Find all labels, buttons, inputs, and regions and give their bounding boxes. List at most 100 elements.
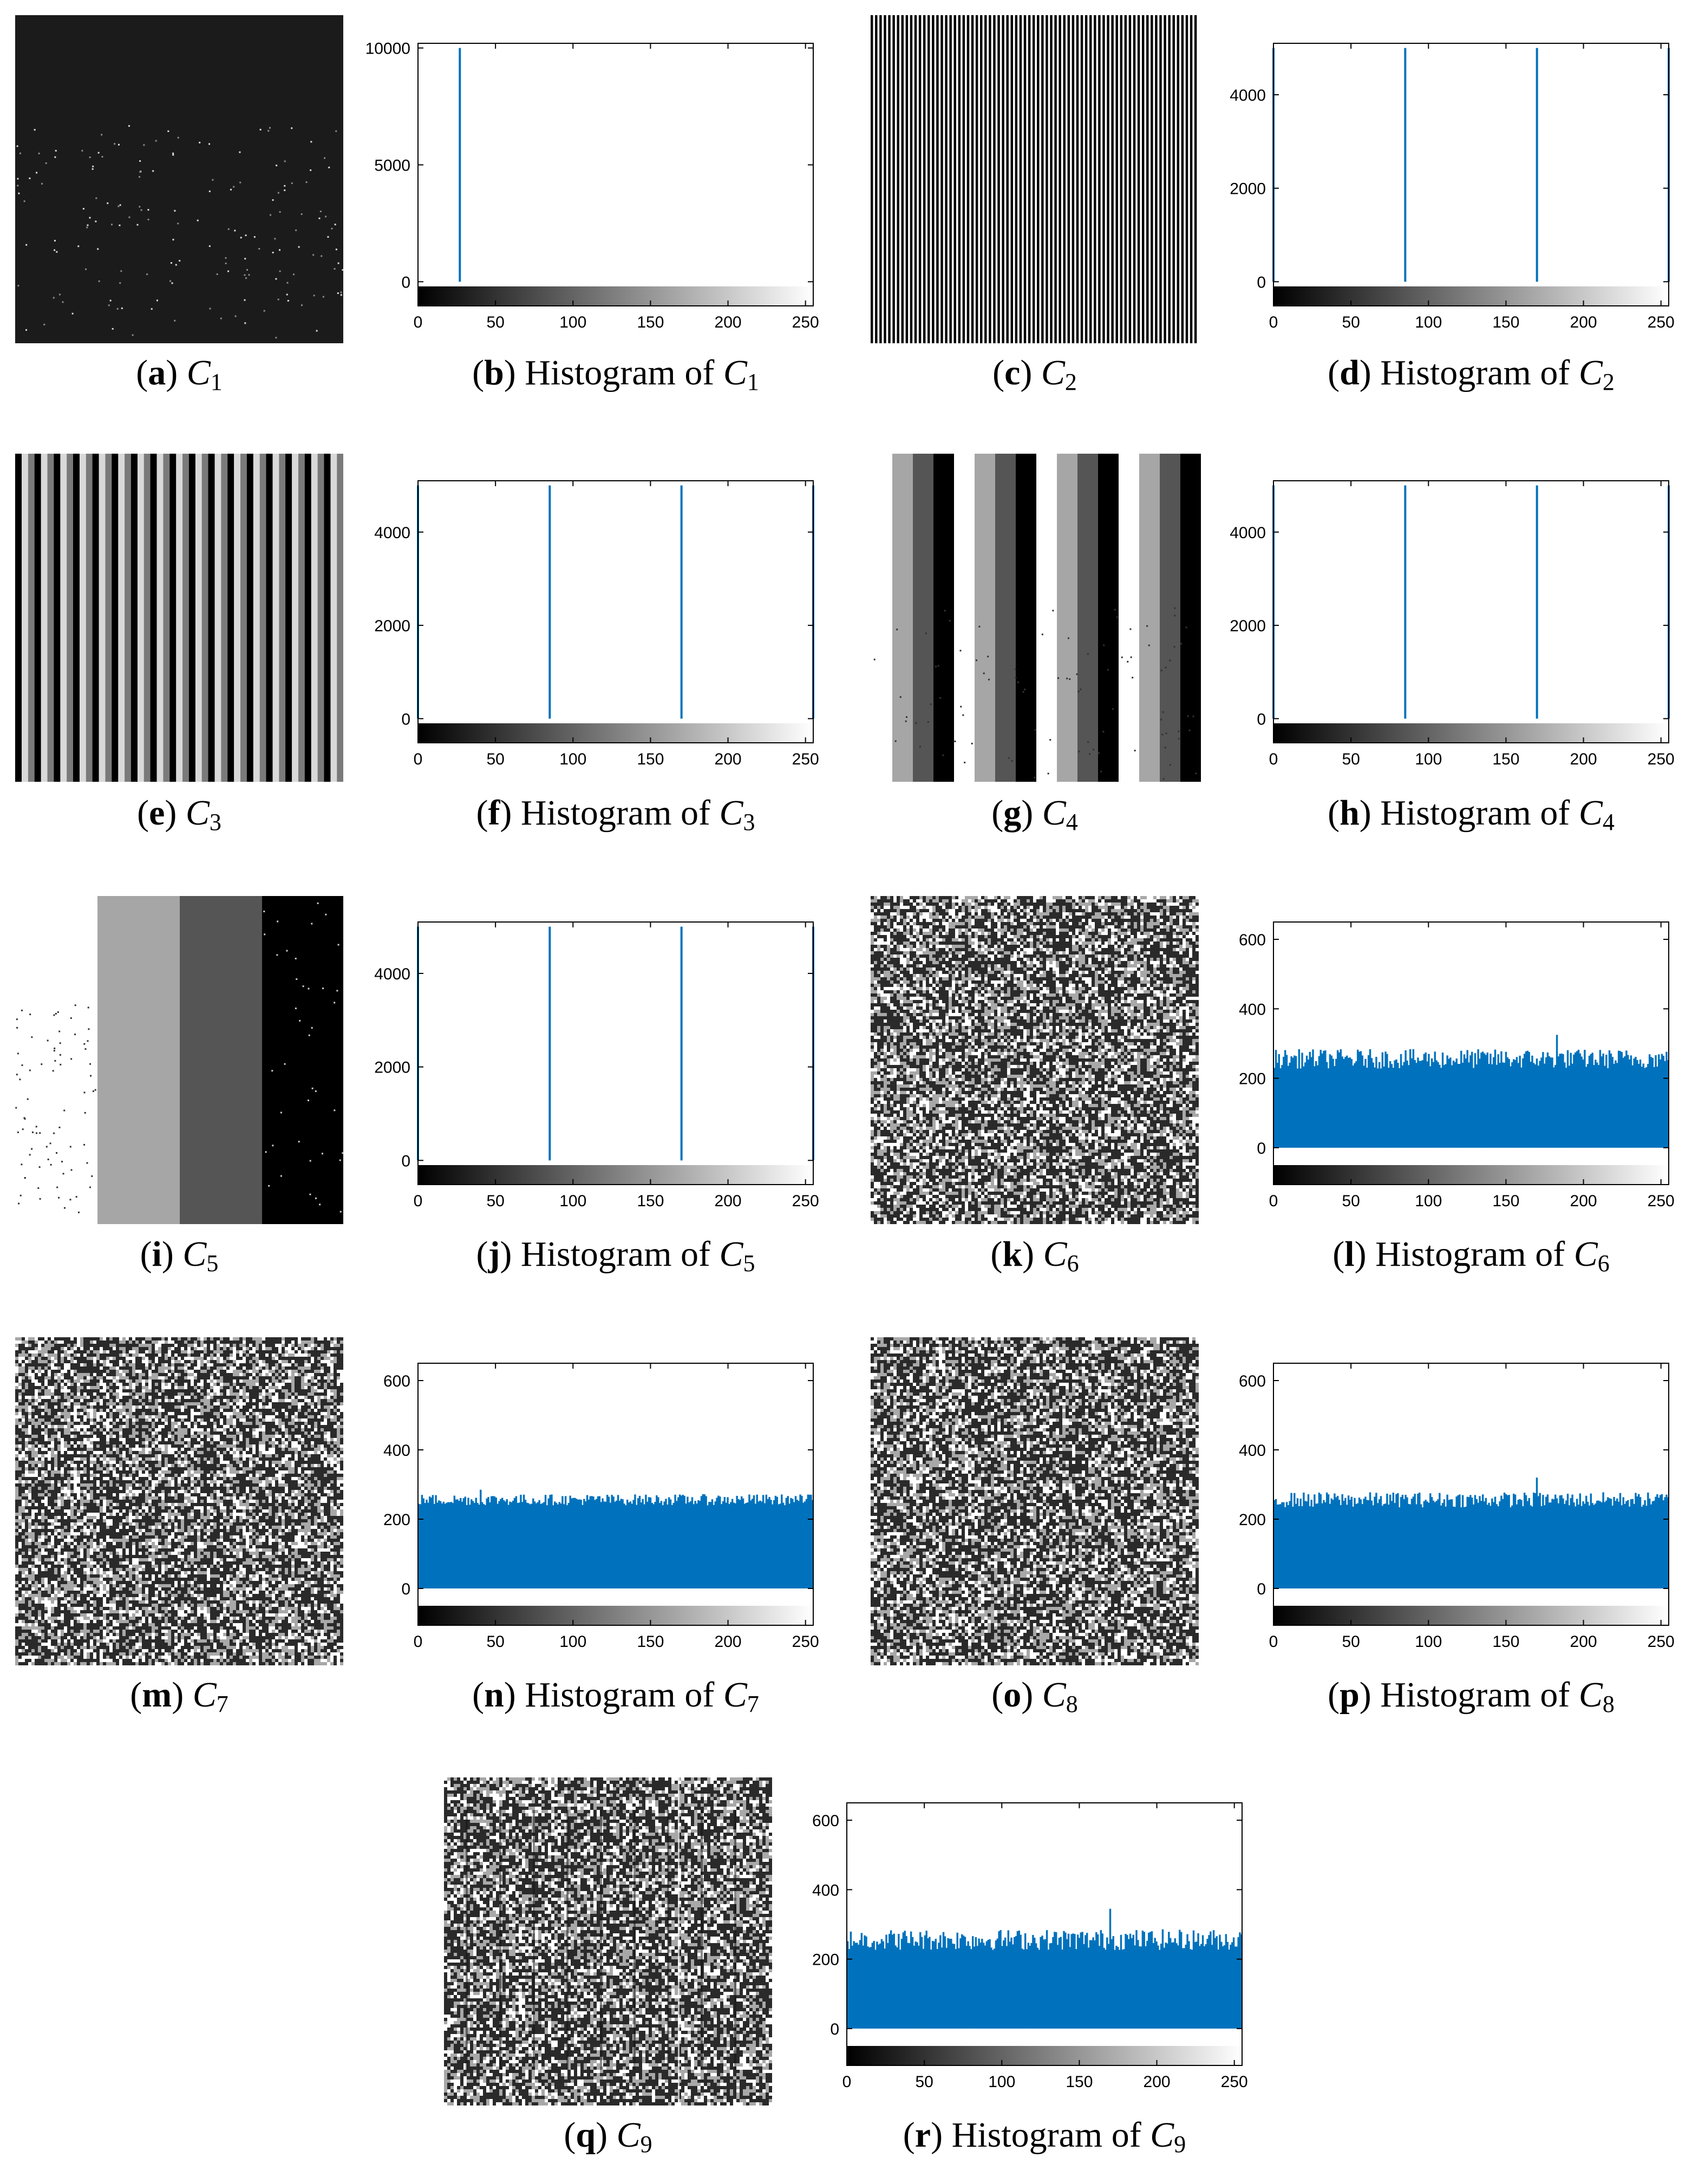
axes-frame bbox=[417, 921, 814, 1185]
bar-204 bbox=[1588, 1505, 1591, 1588]
y-tick-label: 0 bbox=[1257, 273, 1266, 291]
bar-197 bbox=[722, 1501, 724, 1588]
bar-91 bbox=[558, 1502, 560, 1588]
bar-183 bbox=[1129, 1933, 1132, 2029]
bar-148 bbox=[1502, 1062, 1504, 1148]
bar-96 bbox=[566, 1505, 569, 1588]
bar-230 bbox=[773, 1500, 775, 1588]
bar-192 bbox=[1570, 1052, 1572, 1148]
bar-192 bbox=[1570, 1498, 1572, 1588]
bar-88 bbox=[553, 1501, 556, 1588]
bar-110 bbox=[587, 1499, 590, 1588]
bar-36 bbox=[1329, 1503, 1331, 1588]
bar-185 bbox=[703, 1494, 705, 1588]
x-tick-label: 100 bbox=[559, 1192, 586, 1210]
bar-192 bbox=[714, 1501, 716, 1588]
bar-153 bbox=[1510, 1507, 1512, 1588]
bar-203 bbox=[1586, 1064, 1589, 1148]
bar-107 bbox=[1439, 1064, 1441, 1148]
bar-201 bbox=[728, 1503, 730, 1588]
y-tick-label: 400 bbox=[1239, 1442, 1266, 1460]
bar-109 bbox=[1441, 1503, 1444, 1588]
bar-100 bbox=[1428, 1502, 1430, 1588]
bar-152 bbox=[652, 1504, 655, 1588]
grayscale-bar bbox=[418, 723, 813, 743]
bar-47 bbox=[491, 1496, 493, 1588]
bar-100 bbox=[572, 1498, 574, 1588]
bar-120 bbox=[1459, 1064, 1461, 1148]
caption-g: (g) C4 bbox=[991, 793, 1078, 835]
axes-frame bbox=[1273, 43, 1669, 306]
bar-244 bbox=[794, 1496, 797, 1588]
bar-131 bbox=[620, 1499, 623, 1588]
bar-228 bbox=[1625, 1501, 1628, 1588]
bar-123 bbox=[607, 1496, 610, 1588]
bar-158 bbox=[1090, 1940, 1093, 2029]
bar-173 bbox=[1114, 1950, 1116, 2029]
bar-192 bbox=[1143, 1932, 1145, 2029]
bar-189 bbox=[1565, 1068, 1567, 1148]
bar-167 bbox=[1531, 1055, 1533, 1148]
bar-253 bbox=[808, 1494, 811, 1588]
bar-127 bbox=[1469, 1055, 1472, 1148]
bar-23 bbox=[882, 1941, 885, 2029]
grayscale-bar bbox=[1273, 723, 1669, 743]
bar-40 bbox=[480, 1489, 482, 1588]
bar-79 bbox=[540, 1503, 542, 1588]
bar-46 bbox=[1344, 1057, 1347, 1148]
bar-85 bbox=[978, 1938, 980, 2029]
bar-229 bbox=[1627, 1055, 1629, 1148]
bar-49 bbox=[493, 1496, 496, 1588]
bar-201 bbox=[1584, 1503, 1586, 1588]
bar-68 bbox=[522, 1494, 525, 1588]
y-tick-label: 600 bbox=[383, 1372, 410, 1390]
bar-222 bbox=[1616, 1498, 1618, 1588]
bar-41 bbox=[1336, 1495, 1339, 1588]
bar-24 bbox=[884, 1948, 886, 2029]
bar-197 bbox=[1577, 1049, 1580, 1148]
bar-41 bbox=[1336, 1050, 1339, 1148]
caption-i: (i) C5 bbox=[140, 1234, 219, 1277]
bar-159 bbox=[1519, 1499, 1521, 1588]
bar-177 bbox=[1120, 1934, 1122, 2029]
bar-151 bbox=[651, 1502, 654, 1588]
bar-227 bbox=[1197, 1933, 1199, 2029]
bar-180 bbox=[1125, 1934, 1127, 2029]
bar-234 bbox=[779, 1503, 781, 1588]
bar-74 bbox=[1388, 1068, 1390, 1148]
bar-37 bbox=[1330, 1498, 1332, 1588]
bar-94 bbox=[1419, 1061, 1421, 1148]
bar-16 bbox=[871, 1943, 874, 2029]
bar-70 bbox=[526, 1502, 528, 1588]
bar-7 bbox=[1284, 1507, 1286, 1588]
bar-116 bbox=[1025, 1949, 1028, 2029]
bar-241 bbox=[1645, 1067, 1648, 1148]
bar-239 bbox=[1216, 1936, 1218, 2029]
bar-242 bbox=[1647, 1064, 1649, 1148]
bar-4 bbox=[1279, 1504, 1282, 1588]
bar-43 bbox=[484, 1505, 487, 1588]
bar-8 bbox=[430, 1498, 433, 1588]
bar-221 bbox=[1188, 1941, 1190, 2029]
bar-240 bbox=[1644, 1068, 1646, 1148]
bar-59 bbox=[938, 1943, 940, 2029]
bar-146 bbox=[1499, 1063, 1501, 1148]
y-tick-label: 200 bbox=[812, 1951, 839, 1969]
bar-16 bbox=[1298, 1506, 1301, 1588]
bar-94 bbox=[563, 1504, 565, 1588]
bar-46 bbox=[489, 1502, 491, 1588]
bar-72 bbox=[1384, 1051, 1387, 1148]
bar-13 bbox=[1294, 1055, 1296, 1148]
bar-121 bbox=[1460, 1507, 1462, 1588]
bar-218 bbox=[1610, 1499, 1612, 1588]
bar-195 bbox=[719, 1496, 721, 1588]
bar-95 bbox=[993, 1948, 996, 2029]
bar-133 bbox=[1052, 1937, 1054, 2029]
bar-176 bbox=[1545, 1057, 1547, 1148]
bar-2 bbox=[850, 1931, 852, 2029]
bar-149 bbox=[1503, 1492, 1506, 1588]
image-g bbox=[871, 454, 1201, 782]
bar-238 bbox=[1641, 1067, 1643, 1148]
bar-161 bbox=[667, 1504, 669, 1588]
x-tick-label: 100 bbox=[559, 313, 586, 331]
